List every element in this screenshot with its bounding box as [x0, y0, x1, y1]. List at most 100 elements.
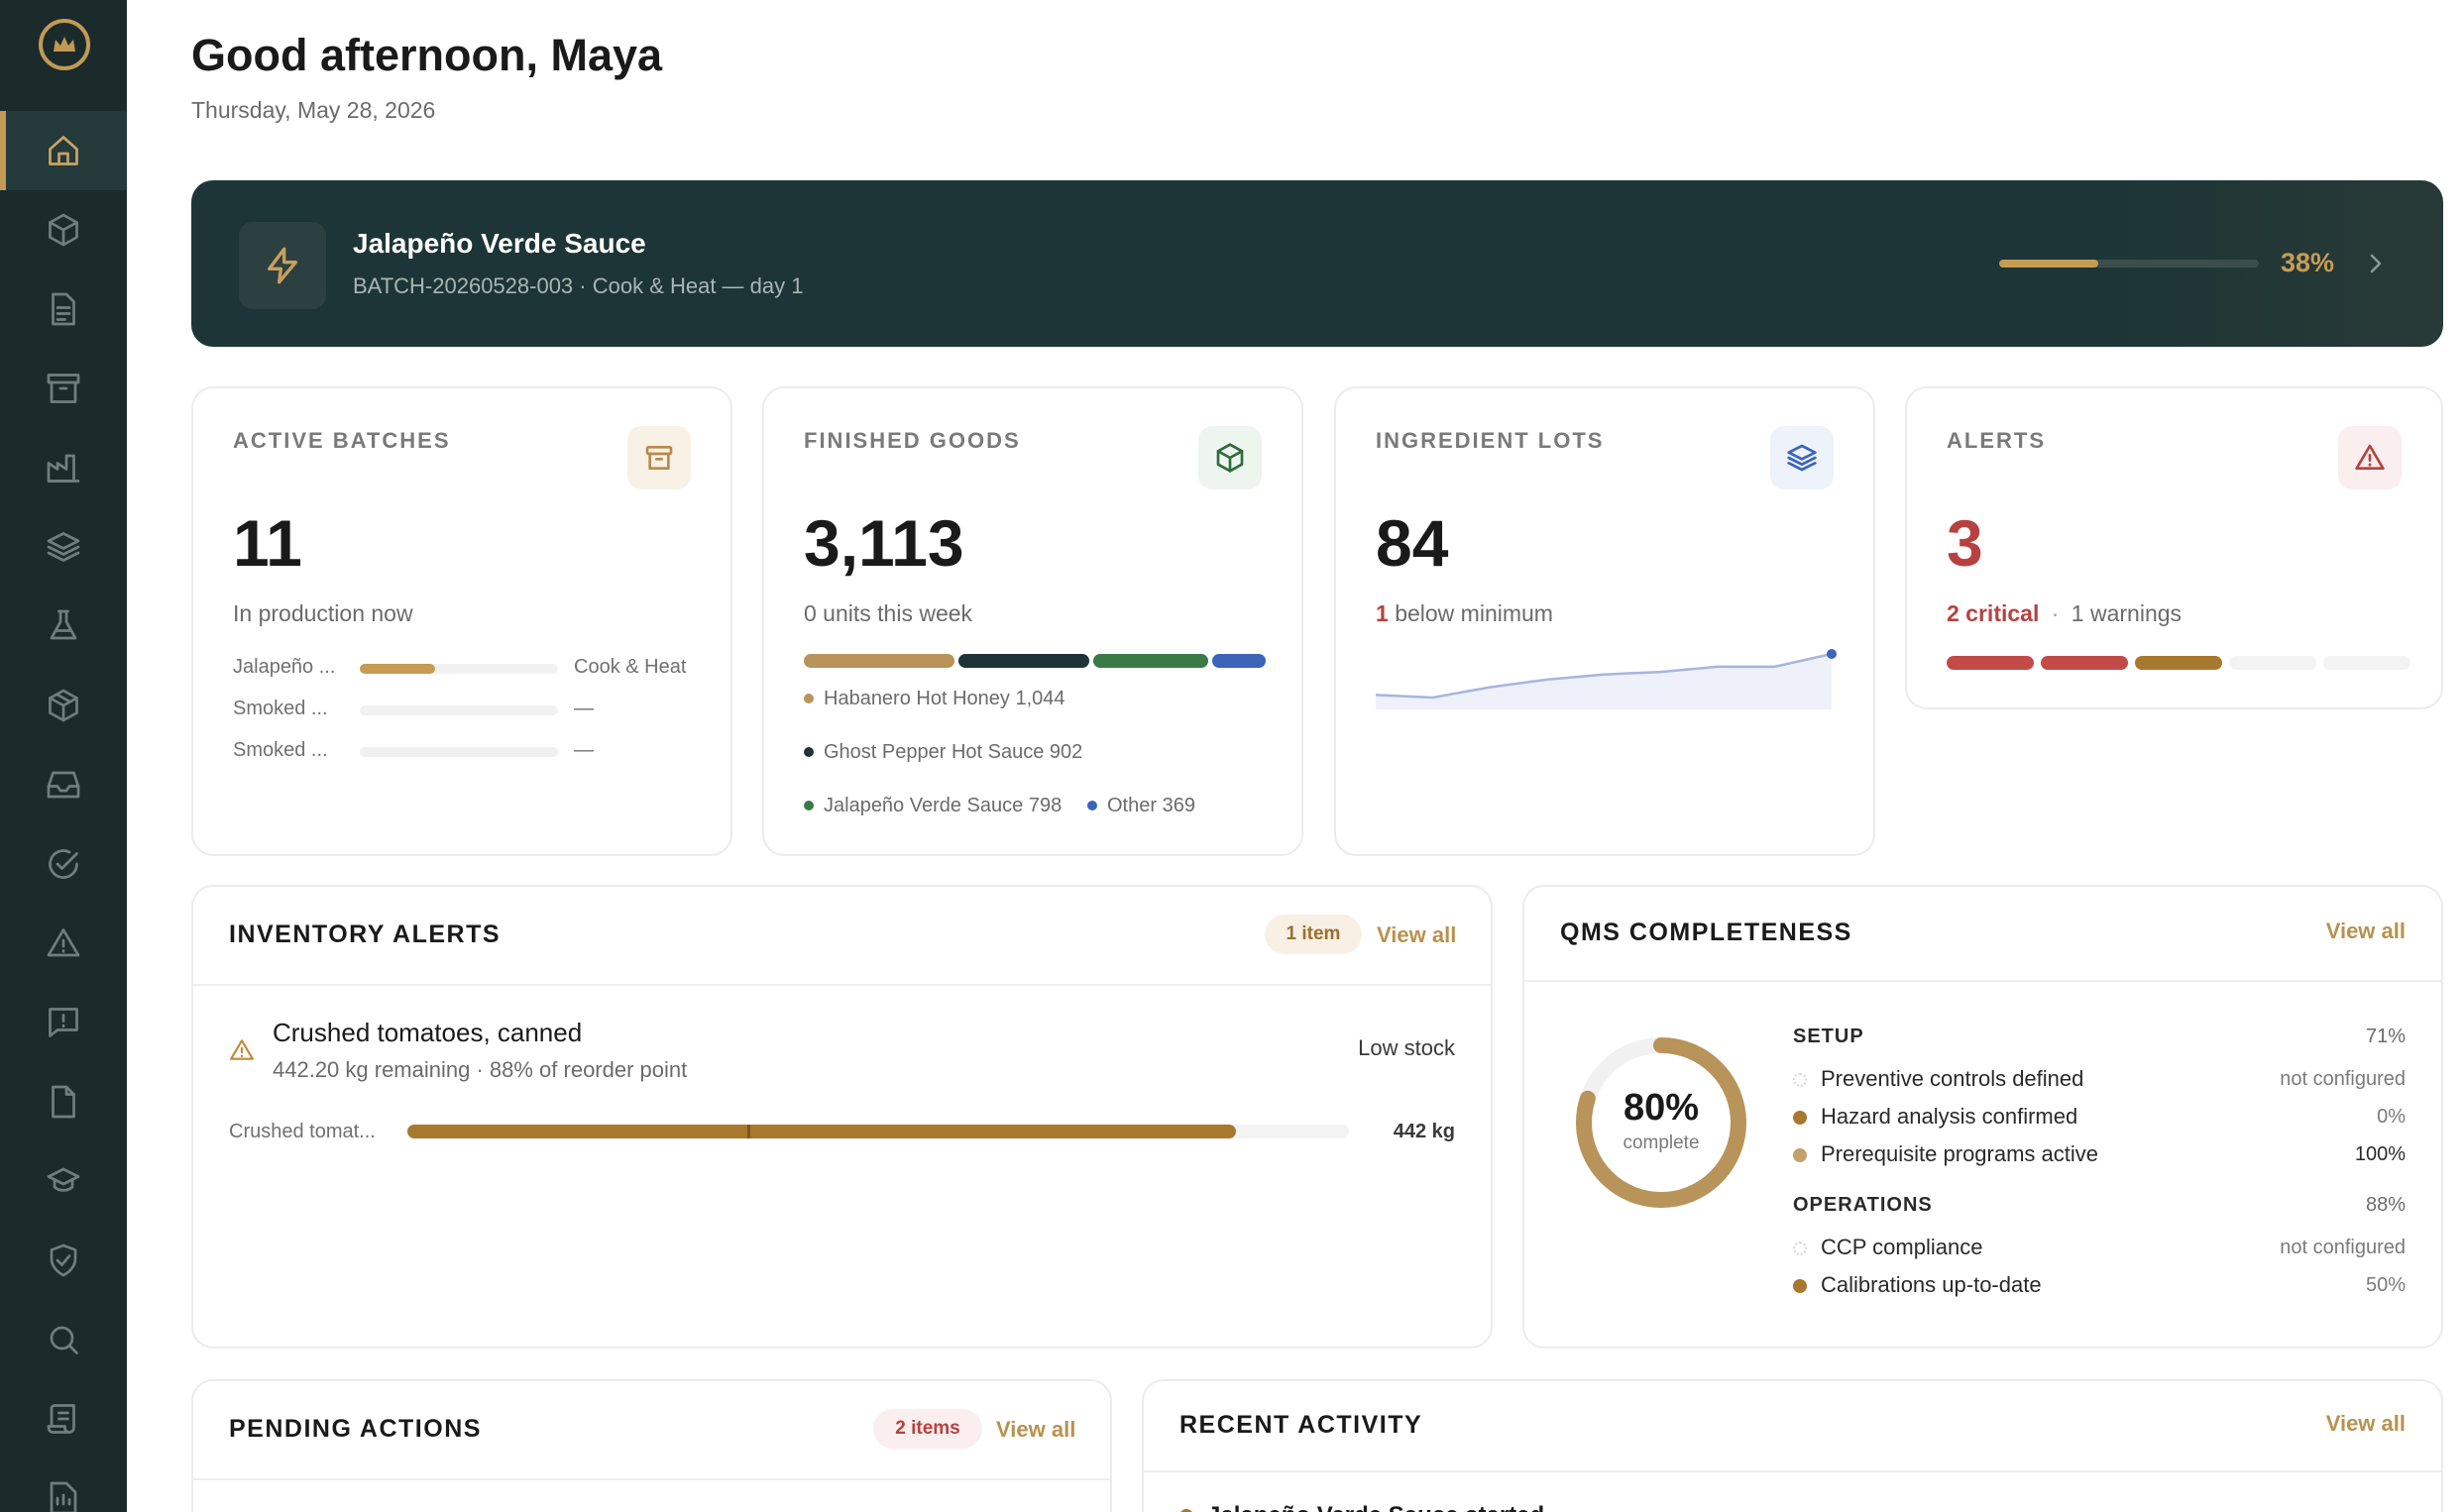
qms-category-operations: OPERATIONS [1793, 1194, 1933, 1216]
pending-actions-panel: PENDING ACTIONS 2 items View all [191, 1379, 1112, 1512]
section-divider [193, 1478, 1110, 1480]
nav-alerts[interactable] [0, 904, 127, 983]
alerts-icon-tile [2338, 426, 2402, 489]
alerts-value: 3 [1947, 506, 1983, 580]
home-icon [49, 136, 78, 165]
legend-label: Ghost Pepper Hot Sauce 902 [824, 741, 1083, 763]
chevron-right-icon[interactable] [2364, 252, 2388, 275]
legend-item: Jalapeño Verde Sauce 798 [804, 795, 1062, 817]
legend-item: Other 369 [1087, 795, 1195, 817]
qms-item-value: not configured [2280, 1068, 2406, 1090]
nav-batches[interactable] [0, 349, 127, 428]
active-batches-sub: In production now [233, 600, 413, 626]
pending-actions-count-pill: 2 items [873, 1409, 982, 1449]
ingredient-lots-card[interactable]: INGREDIENT LOTS 84 1 below minimum [1334, 386, 1875, 856]
warning-icon [230, 1039, 254, 1060]
search-icon [50, 1326, 78, 1354]
qms-donut [1576, 1037, 1746, 1208]
qms-item[interactable]: Preventive controls defined [1793, 1066, 2083, 1092]
lightning-icon [268, 247, 297, 284]
finished-goods-value: 3,113 [804, 506, 964, 580]
sparkline-area [1376, 654, 1832, 709]
batch-row: Smoked ... — [233, 739, 728, 763]
batch-title: Jalapeño Verde Sauce [353, 228, 646, 259]
scroll-icon [47, 1404, 75, 1434]
pending-actions-view-all-link[interactable]: View all [996, 1417, 1076, 1442]
nav-home[interactable] [0, 111, 127, 190]
archive-icon [645, 446, 673, 470]
inventory-level-track [407, 1125, 1349, 1138]
batch-row-stage: — [574, 739, 594, 761]
finished-goods-card[interactable]: FINISHED GOODS 3,113 0 units this week H… [762, 386, 1303, 856]
nav-compliance[interactable] [0, 1221, 127, 1300]
alerts-sub: 2 critical · 1 warnings [1947, 600, 2182, 627]
alerts-warnings: 1 warnings [2071, 600, 2183, 626]
section-divider [1524, 980, 2441, 982]
archive-icon [47, 374, 80, 403]
legend-label: Other 369 [1107, 795, 1195, 816]
inventory-alerts-title: INVENTORY ALERTS [229, 920, 502, 948]
document-icon [52, 292, 75, 326]
alerts-separator: · [2051, 600, 2060, 626]
nav-documents[interactable] [0, 270, 127, 349]
nav-training[interactable] [0, 1141, 127, 1221]
nav-finished-goods[interactable] [0, 666, 127, 745]
qms-view-all-link[interactable]: View all [2325, 918, 2406, 943]
severity-segment [2041, 656, 2128, 670]
nav-reports[interactable] [0, 1458, 127, 1512]
status-dot-empty [1793, 1073, 1807, 1087]
recent-activity-view-all-link[interactable]: View all [2325, 1411, 2406, 1436]
batch-progress-bar [1999, 260, 2259, 268]
qms-item-label: Preventive controls defined [1821, 1066, 2084, 1091]
legend-label: Habanero Hot Honey 1,044 [824, 688, 1065, 709]
package-icon [1216, 443, 1244, 473]
nav-production[interactable] [0, 428, 127, 507]
qms-item[interactable]: Calibrations up-to-date [1793, 1272, 2042, 1298]
batch-row-name: Smoked ... [233, 739, 328, 761]
nav-lab[interactable] [0, 587, 127, 666]
below-minimum-text: below minimum [1395, 600, 1553, 626]
legend-item: Habanero Hot Honey 1,044 [804, 688, 1065, 710]
sparkline-line [1376, 652, 1833, 700]
finished-goods-label: FINISHED GOODS [804, 428, 1021, 453]
ingredient-lots-value: 84 [1376, 506, 1449, 580]
active-batches-card[interactable]: ACTIVE BATCHES 11 In production now Jala… [191, 386, 732, 856]
greeting: Good afternoon, Maya [191, 30, 663, 80]
qms-item[interactable]: CCP compliance [1793, 1235, 1982, 1260]
package-icon [49, 689, 78, 722]
qms-item[interactable]: Hazard analysis confirmed [1793, 1104, 2077, 1130]
nav-receiving[interactable] [0, 745, 127, 824]
qms-item-value: 50% [2365, 1274, 2406, 1296]
inventory-item-status: Low stock [1358, 1035, 1455, 1060]
nav-search[interactable] [0, 1300, 127, 1379]
box-icon [49, 213, 78, 247]
qms-item-label: Calibrations up-to-date [1821, 1272, 2042, 1297]
nav-products[interactable] [0, 190, 127, 270]
batch-row-track [360, 747, 558, 757]
alerts-card[interactable]: ALERTS 3 2 critical · 1 warnings [1905, 386, 2443, 709]
qms-item-value: not configured [2280, 1237, 2406, 1258]
ingredient-lots-label: INGREDIENT LOTS [1376, 428, 1605, 453]
legend-dot [804, 801, 814, 810]
status-dot [1793, 1148, 1807, 1162]
nav-records[interactable] [0, 1379, 127, 1458]
legend-label: Jalapeño Verde Sauce 798 [824, 795, 1063, 816]
current-batch-banner[interactable]: Jalapeño Verde Sauce BATCH-20260528-003 … [191, 180, 2443, 347]
factory-icon [47, 454, 80, 483]
batch-icon-tile [239, 222, 326, 309]
check-circle-icon [49, 849, 78, 879]
batch-progress-fill [1999, 260, 2098, 268]
inventory-level-fill [407, 1125, 1236, 1138]
nav-ingredients[interactable] [0, 507, 127, 587]
qms-item-label: CCP compliance [1821, 1235, 1983, 1259]
qms-percent: 80% [1623, 1087, 1700, 1129]
alerts-critical: 2 critical [1947, 600, 2040, 626]
nav-files[interactable] [0, 1062, 127, 1141]
activity-item[interactable]: Jalapeño Verde Sauce started [1179, 1502, 1544, 1512]
qms-category-setup: SETUP [1793, 1026, 1864, 1047]
nav-tasks[interactable] [0, 824, 127, 904]
inventory-alerts-view-all-link[interactable]: View all [1377, 922, 1457, 947]
qms-item[interactable]: Prerequisite programs active [1793, 1141, 2098, 1167]
nav-complaints[interactable] [0, 983, 127, 1062]
brand-logo[interactable] [38, 18, 91, 71]
